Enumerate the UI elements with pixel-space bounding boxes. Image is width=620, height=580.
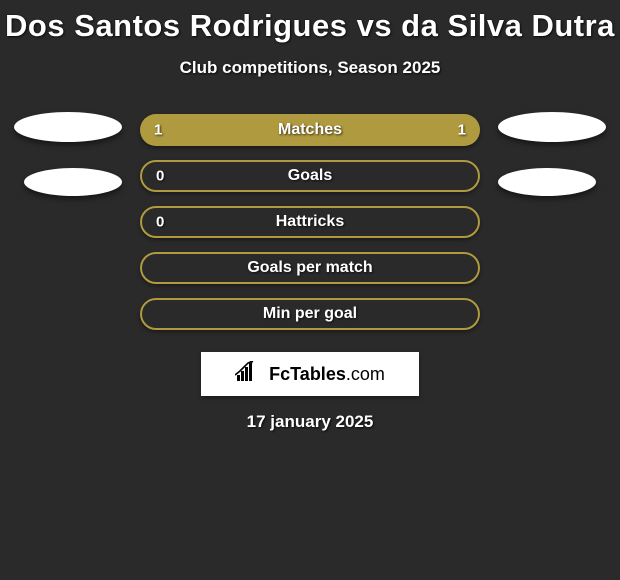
page-title: Dos Santos Rodrigues vs da Silva Dutra: [0, 8, 620, 44]
bars-chart-icon: [235, 361, 263, 388]
stat-row: Min per goal: [140, 298, 480, 330]
stat-right-value: 1: [458, 122, 466, 139]
stat-row: 0 Goals: [140, 160, 480, 192]
footer-date: 17 january 2025: [0, 412, 620, 432]
logo-domain: .com: [346, 364, 385, 384]
stat-label: Min per goal: [263, 305, 357, 323]
comparison-infographic: Dos Santos Rodrigues vs da Silva Dutra C…: [0, 0, 620, 432]
player-oval: [14, 112, 122, 142]
stat-label: Hattricks: [276, 213, 344, 231]
player-oval: [498, 168, 596, 196]
logo-brand: FcTables: [269, 364, 346, 384]
stat-row: 0 Hattricks: [140, 206, 480, 238]
player-oval: [498, 112, 606, 142]
stat-label: Goals: [288, 167, 332, 185]
stat-left-value: 0: [156, 168, 164, 185]
stat-left-value: 1: [154, 122, 162, 139]
stat-row: 1 Matches 1: [140, 114, 480, 146]
stat-row: Goals per match: [140, 252, 480, 284]
logo-box: FcTables.com: [201, 352, 419, 396]
stat-rows: 1 Matches 1 0 Goals 0 Hattricks Goals per match…: [140, 114, 480, 330]
right-oval-column: [498, 112, 598, 196]
stat-area: 1 Matches 1 0 Goals 0 Hattricks Goals per match…: [0, 112, 620, 330]
page-subtitle: Club competitions, Season 2025: [0, 58, 620, 78]
stat-label: Goals per match: [247, 259, 372, 277]
stat-left-value: 0: [156, 214, 164, 231]
player-oval: [24, 168, 122, 196]
left-oval-column: [22, 112, 122, 196]
logo-text: FcTables.com: [269, 364, 385, 385]
stat-label: Matches: [278, 121, 342, 139]
